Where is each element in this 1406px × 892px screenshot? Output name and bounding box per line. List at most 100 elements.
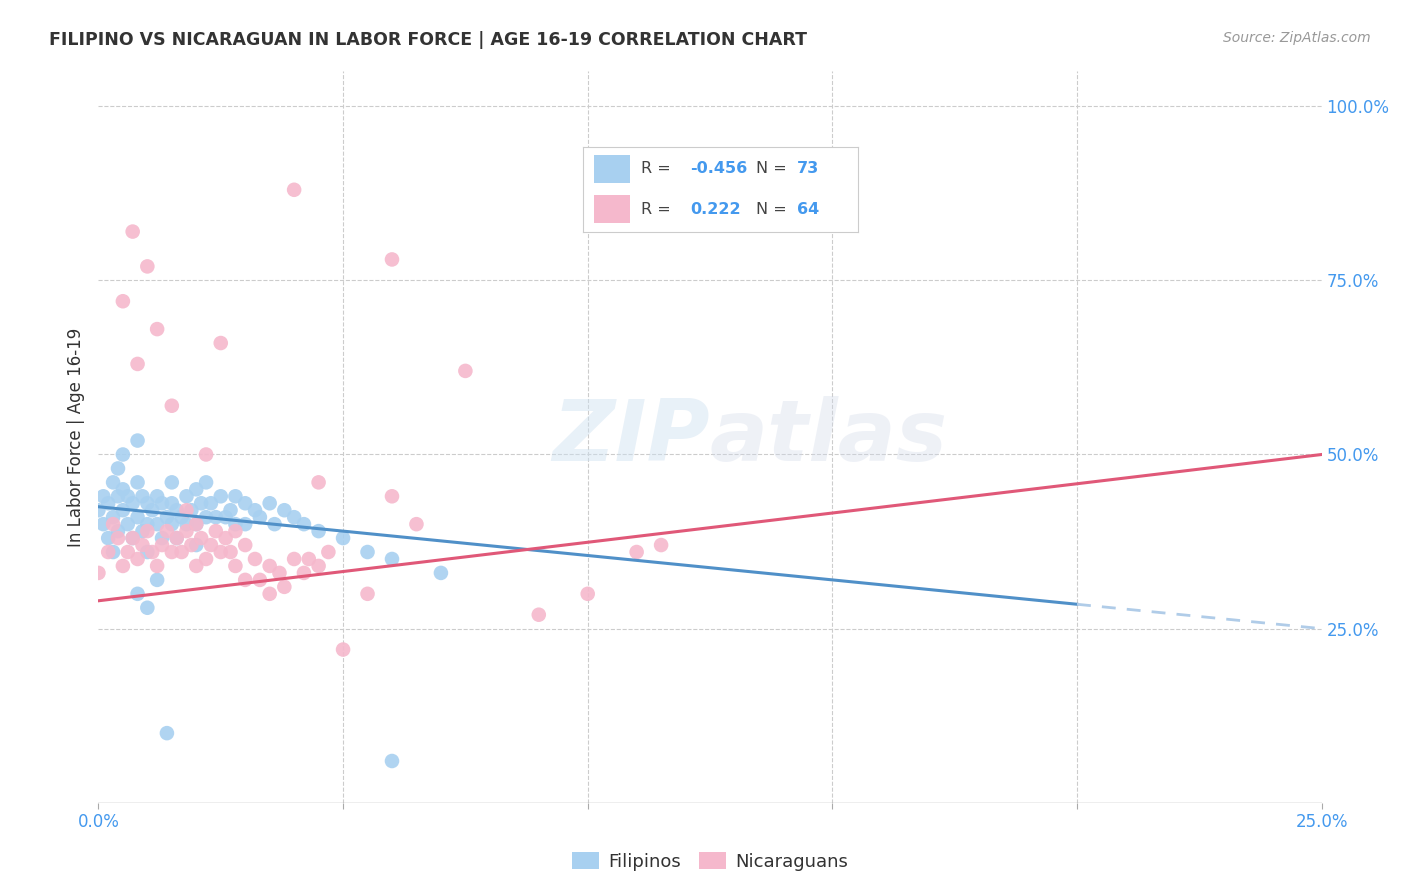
- Point: [156, 524, 179, 538]
- Text: ZIP: ZIP: [553, 395, 710, 479]
- Point: [332, 642, 354, 657]
- Point: [186, 558, 208, 573]
- Point: [107, 524, 129, 538]
- Point: [121, 225, 143, 239]
- Point: [209, 545, 232, 559]
- Point: [150, 531, 173, 545]
- Point: [131, 489, 153, 503]
- Point: [170, 510, 193, 524]
- Point: [146, 558, 169, 573]
- Point: [141, 545, 163, 559]
- Point: [136, 600, 159, 615]
- Point: [259, 558, 281, 573]
- Text: 73: 73: [797, 161, 820, 177]
- Point: [97, 545, 120, 559]
- Point: [136, 260, 159, 274]
- Point: [156, 510, 179, 524]
- Text: R =: R =: [641, 202, 681, 217]
- Text: -0.456: -0.456: [690, 161, 748, 177]
- Point: [626, 545, 648, 559]
- Point: [381, 754, 404, 768]
- Point: [127, 434, 149, 448]
- Point: [150, 538, 173, 552]
- Point: [308, 524, 330, 538]
- Point: [381, 252, 404, 267]
- Point: [205, 510, 228, 524]
- Point: [381, 489, 404, 503]
- Point: [195, 510, 218, 524]
- Point: [146, 489, 169, 503]
- Point: [332, 531, 354, 545]
- Point: [292, 517, 315, 532]
- Point: [160, 545, 183, 559]
- Bar: [595, 155, 630, 183]
- Point: [127, 552, 149, 566]
- Text: 0.222: 0.222: [690, 202, 741, 217]
- Legend: Filipinos, Nicaraguans: Filipinos, Nicaraguans: [565, 845, 855, 878]
- Point: [101, 475, 124, 490]
- Point: [136, 545, 159, 559]
- Point: [131, 524, 153, 538]
- Point: [186, 517, 208, 532]
- Point: [454, 364, 477, 378]
- Point: [131, 538, 153, 552]
- Point: [259, 496, 281, 510]
- Point: [233, 517, 256, 532]
- Point: [146, 573, 169, 587]
- Point: [263, 517, 285, 532]
- Point: [117, 489, 139, 503]
- Point: [121, 496, 143, 510]
- Point: [259, 587, 281, 601]
- Point: [146, 322, 169, 336]
- Point: [107, 531, 129, 545]
- Text: 64: 64: [797, 202, 820, 217]
- Point: [219, 503, 242, 517]
- Y-axis label: In Labor Force | Age 16-19: In Labor Force | Age 16-19: [66, 327, 84, 547]
- Point: [170, 545, 193, 559]
- Point: [166, 531, 188, 545]
- Point: [107, 461, 129, 475]
- Point: [127, 510, 149, 524]
- Point: [166, 503, 188, 517]
- Text: FILIPINO VS NICARAGUAN IN LABOR FORCE | AGE 16-19 CORRELATION CHART: FILIPINO VS NICARAGUAN IN LABOR FORCE | …: [49, 31, 807, 49]
- Point: [141, 503, 163, 517]
- Point: [200, 496, 222, 510]
- Point: [146, 517, 169, 532]
- Point: [283, 183, 305, 197]
- Point: [101, 517, 124, 532]
- Point: [91, 489, 114, 503]
- Text: atlas: atlas: [710, 395, 948, 479]
- Point: [117, 517, 139, 532]
- Point: [318, 545, 340, 559]
- Point: [243, 552, 266, 566]
- Point: [224, 489, 246, 503]
- Text: N =: N =: [756, 161, 792, 177]
- Text: Source: ZipAtlas.com: Source: ZipAtlas.com: [1223, 31, 1371, 45]
- Point: [186, 538, 208, 552]
- Point: [209, 489, 232, 503]
- Point: [381, 552, 404, 566]
- Point: [195, 475, 218, 490]
- Point: [219, 545, 242, 559]
- Point: [650, 538, 672, 552]
- Point: [180, 503, 202, 517]
- Point: [308, 558, 330, 573]
- Point: [224, 558, 246, 573]
- Point: [107, 489, 129, 503]
- Point: [166, 531, 188, 545]
- Point: [111, 558, 134, 573]
- Point: [127, 475, 149, 490]
- Point: [233, 573, 256, 587]
- Point: [121, 531, 143, 545]
- Point: [136, 517, 159, 532]
- Point: [87, 566, 110, 580]
- Point: [356, 587, 378, 601]
- Point: [117, 545, 139, 559]
- Point: [273, 580, 295, 594]
- Point: [214, 531, 236, 545]
- Point: [308, 475, 330, 490]
- Text: R =: R =: [641, 161, 676, 177]
- Point: [136, 524, 159, 538]
- Point: [111, 294, 134, 309]
- Point: [101, 545, 124, 559]
